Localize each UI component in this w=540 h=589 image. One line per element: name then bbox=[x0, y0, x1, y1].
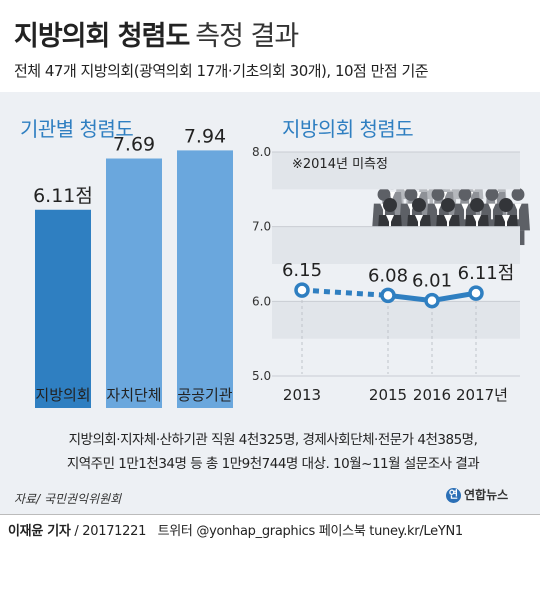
x-tick-label: 2015 bbox=[369, 386, 407, 404]
y-tick-label: 7.0 bbox=[252, 220, 271, 234]
grid-band bbox=[272, 301, 520, 339]
logo-text: 연합뉴스 bbox=[464, 488, 509, 502]
data-point bbox=[380, 287, 396, 304]
note-line-1: 지방의회·지자체·산하기관 직원 4천325명, 경제사회단체·전문가 4천38… bbox=[68, 432, 478, 448]
y-tick-label: 5.0 bbox=[252, 369, 271, 383]
bar-value-label: 7.69 bbox=[113, 134, 155, 156]
y-tick-label: 6.0 bbox=[252, 294, 271, 308]
x-tick-label: 2017년 bbox=[456, 386, 508, 404]
x-tick-label: 2016 bbox=[413, 386, 451, 404]
note-line-2: 지역주민 1만1천34명 등 총 1만9천744명 대상. 10월~11월 설문… bbox=[66, 456, 480, 472]
series-line-dashed bbox=[301, 287, 389, 298]
bar-category-label: 공공기관 bbox=[177, 386, 232, 404]
point-value-label: 6.01 bbox=[412, 271, 452, 292]
credit-date: / 20171221 bbox=[74, 524, 147, 539]
bar-value-label: 7.94 bbox=[184, 125, 226, 147]
bar-1 bbox=[35, 209, 91, 408]
reporter-name: 이재윤 기자 bbox=[8, 524, 71, 539]
data-point bbox=[424, 292, 440, 309]
title-light: 측정 결과 bbox=[195, 21, 299, 52]
line-chart-title: 지방의회 청렴도 bbox=[282, 117, 414, 141]
survey-note: 지방의회·지자체·산하기관 직원 4천325명, 경제사회단체·전문가 4천38… bbox=[18, 428, 528, 476]
chart-title: 지방의회 청렴도 측정 결과 bbox=[14, 14, 526, 56]
logo-mark: 연 bbox=[446, 488, 461, 503]
credit-line: 이재윤 기자 / 20171221 트위터 @yonhap_graphics 페… bbox=[8, 520, 463, 539]
grid-band bbox=[272, 226, 520, 264]
bar-chart-title: 기관별 청렴도 bbox=[20, 117, 134, 141]
point-value-label: 6.08 bbox=[368, 265, 408, 286]
yonhap-logo: 연 연합뉴스 bbox=[446, 486, 508, 503]
line-annotation: ※2014년 미측정 bbox=[292, 157, 388, 172]
y-tick-label: 8.0 bbox=[252, 145, 271, 159]
point-value-label: 6.15 bbox=[282, 260, 322, 281]
bar-2 bbox=[106, 158, 162, 408]
source-text: 자료/ 국민권익위원회 bbox=[14, 492, 122, 506]
bar-3 bbox=[177, 150, 233, 408]
data-point bbox=[294, 282, 310, 298]
data-point bbox=[468, 285, 484, 301]
x-tick-label: 2013 bbox=[283, 386, 321, 404]
grid-band bbox=[272, 152, 520, 190]
footer bbox=[0, 514, 540, 589]
point-value-label: 6.11점 bbox=[458, 263, 515, 284]
title-bold: 지방의회 청렴도 bbox=[14, 21, 190, 52]
chart-subtitle: 전체 47개 지방의회(광역의회 17개·기초의회 30개), 10점 만점 기… bbox=[14, 62, 429, 80]
credit-social: 트위터 @yonhap_graphics 페이스북 tuney.kr/LeYN1 bbox=[157, 524, 464, 539]
bar-category-label: 자치단체 bbox=[106, 386, 161, 404]
bar-value-label: 6.11점 bbox=[33, 185, 93, 207]
line-chart: 8.0 7.0 6.0 5.0 ※2014년 미측정 6.15 2013 6.08 2015 6.… bbox=[252, 145, 520, 404]
bar-category-label: 지방의회 bbox=[35, 386, 90, 404]
